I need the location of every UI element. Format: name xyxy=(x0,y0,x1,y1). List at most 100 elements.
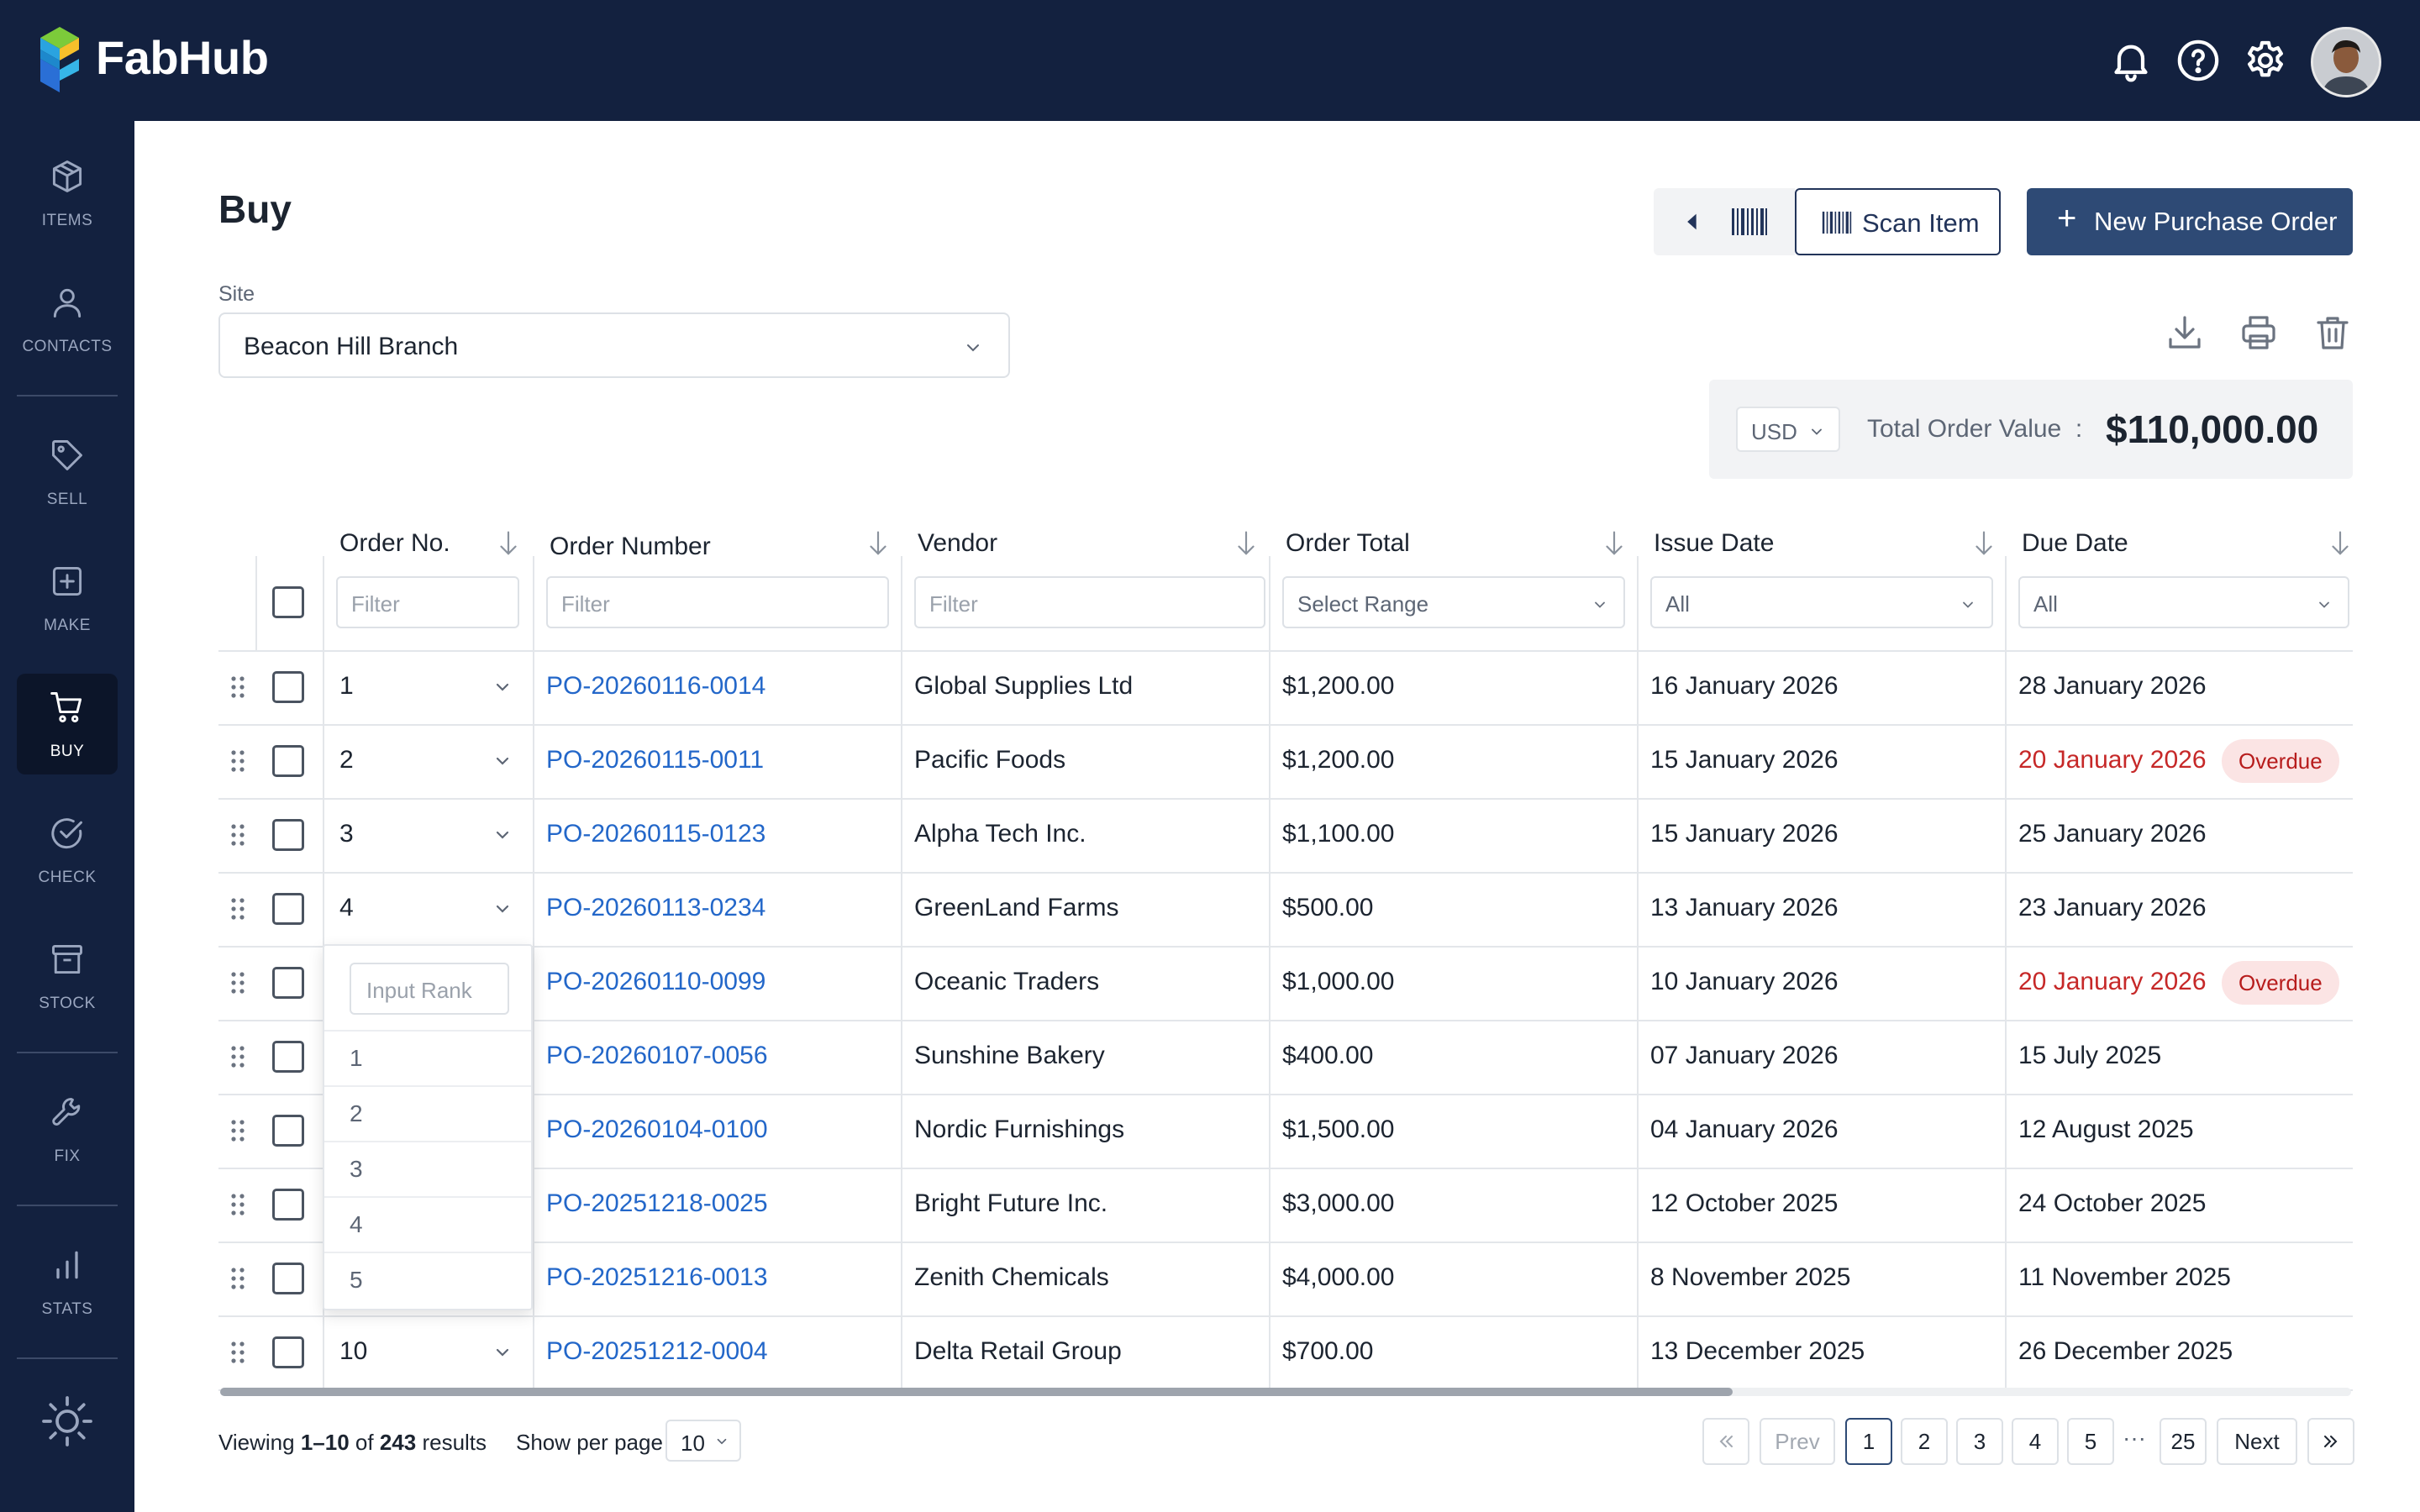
table-row[interactable]: 10 PO-20251212-0004 Delta Retail Group $700… xyxy=(218,1315,2353,1391)
sun-icon[interactable] xyxy=(40,1394,94,1448)
horizontal-scrollbar-thumb[interactable] xyxy=(220,1388,1733,1396)
po-number-link[interactable]: PO-20260116-0014 xyxy=(546,672,766,700)
rank-option[interactable]: 2 xyxy=(324,1085,531,1141)
next-page-button[interactable]: Next xyxy=(2217,1418,2297,1465)
table-row[interactable]: PO-20260107-0056 Sunshine Bakery $400.00 07… xyxy=(218,1020,2353,1095)
chevron-down-icon[interactable] xyxy=(492,677,513,697)
column-header-issue-date[interactable]: Issue Date xyxy=(1654,529,1775,557)
drag-handle-icon[interactable] xyxy=(230,1045,245,1068)
caret-left-icon[interactable] xyxy=(1681,210,1704,234)
first-page-button[interactable] xyxy=(1702,1418,1749,1465)
po-number-link[interactable]: PO-20260115-0123 xyxy=(546,820,766,848)
sidebar-item-buy[interactable]: BUY xyxy=(17,674,118,774)
po-number-link[interactable]: PO-20260113-0234 xyxy=(546,894,766,921)
po-number-link[interactable]: PO-20260107-0056 xyxy=(546,1042,768,1069)
rank-option[interactable]: 1 xyxy=(324,1030,531,1085)
row-checkbox[interactable] xyxy=(272,1263,304,1294)
po-number-link[interactable]: PO-20260110-0099 xyxy=(546,968,766,995)
drag-handle-icon[interactable] xyxy=(230,675,245,699)
vendor-filter[interactable]: Filter xyxy=(914,576,1265,628)
bell-icon[interactable] xyxy=(2107,37,2154,84)
site-select[interactable]: Beacon Hill Branch xyxy=(218,312,1010,378)
row-checkbox[interactable] xyxy=(272,1115,304,1147)
column-header-order-total[interactable]: Order Total xyxy=(1286,529,1410,557)
row-checkbox[interactable] xyxy=(272,893,304,925)
drag-handle-icon[interactable] xyxy=(230,971,245,995)
drag-handle-icon[interactable] xyxy=(230,1341,245,1364)
drag-handle-icon[interactable] xyxy=(230,897,245,921)
sidebar-item-stock[interactable]: STOCK xyxy=(17,926,118,1026)
download-icon[interactable] xyxy=(2165,312,2205,353)
table-row[interactable]: PO-20251216-0013 Zenith Chemicals $4,000.0… xyxy=(218,1242,2353,1317)
sort-arrow-icon[interactable] xyxy=(1602,529,1627,558)
sidebar-item-fix[interactable]: FIX xyxy=(17,1079,118,1179)
help-icon[interactable] xyxy=(2175,37,2222,84)
po-number-link[interactable]: PO-20260115-0011 xyxy=(546,746,765,774)
sort-arrow-icon[interactable] xyxy=(865,529,891,558)
row-checkbox[interactable] xyxy=(272,1189,304,1221)
row-checkbox[interactable] xyxy=(272,819,304,851)
rank-option[interactable]: 3 xyxy=(324,1141,531,1196)
due-date-select[interactable]: All xyxy=(2018,576,2349,628)
drag-handle-icon[interactable] xyxy=(230,1119,245,1142)
table-row[interactable]: PO-20251218-0025 Bright Future Inc. $3,000… xyxy=(218,1168,2353,1243)
brand-name[interactable]: FabHub xyxy=(96,31,269,84)
order-total-range-select[interactable]: Select Range xyxy=(1282,576,1625,628)
drag-handle-icon[interactable] xyxy=(230,823,245,847)
sort-arrow-icon[interactable] xyxy=(1234,529,1259,558)
sidebar-item-contacts[interactable]: CONTACTS xyxy=(17,269,118,370)
drag-handle-icon[interactable] xyxy=(230,1193,245,1216)
sidebar-item-make[interactable]: MAKE xyxy=(17,548,118,648)
page-button-1[interactable]: 1 xyxy=(1845,1418,1892,1465)
page-button-last[interactable]: 25 xyxy=(2160,1418,2207,1465)
chevron-down-icon[interactable] xyxy=(492,1342,513,1362)
chevron-down-icon[interactable] xyxy=(492,751,513,771)
row-checkbox[interactable] xyxy=(272,1041,304,1073)
last-page-button[interactable] xyxy=(2307,1418,2354,1465)
scan-item-button[interactable]: Scan Item xyxy=(1795,188,2001,255)
per-page-select[interactable]: 10 xyxy=(666,1420,741,1462)
table-row[interactable]: 3 PO-20260115-0123 Alpha Tech Inc. $1,100.0… xyxy=(218,798,2353,874)
row-checkbox[interactable] xyxy=(272,967,304,999)
sort-arrow-icon[interactable] xyxy=(1971,529,1996,558)
page-button-4[interactable]: 4 xyxy=(2012,1418,2059,1465)
po-number-link[interactable]: PO-20260104-0100 xyxy=(546,1116,768,1143)
fabhub-logo-icon[interactable] xyxy=(37,25,82,94)
po-number-link[interactable]: PO-20251212-0004 xyxy=(546,1337,768,1365)
rank-option[interactable]: 5 xyxy=(324,1252,531,1307)
column-header-order-no[interactable]: Order No. xyxy=(339,529,450,557)
column-header-order-number[interactable]: Order Number xyxy=(550,533,711,560)
column-header-due-date[interactable]: Due Date xyxy=(2022,529,2128,557)
sort-arrow-icon[interactable] xyxy=(2328,529,2353,558)
row-checkbox[interactable] xyxy=(272,745,304,777)
column-header-vendor[interactable]: Vendor xyxy=(918,529,998,557)
issue-date-select[interactable]: All xyxy=(1650,576,1993,628)
sidebar-item-sell[interactable]: SELL xyxy=(17,422,118,522)
order-number-filter[interactable]: Filter xyxy=(546,576,889,628)
trash-icon[interactable] xyxy=(2312,312,2353,353)
print-icon[interactable] xyxy=(2238,312,2279,353)
sort-arrow-icon[interactable] xyxy=(496,529,521,558)
table-row[interactable]: PO-20260110-0099 Oceanic Traders $1,000.00… xyxy=(218,946,2353,1021)
sidebar-item-items[interactable]: ITEMS xyxy=(17,143,118,244)
gear-icon[interactable] xyxy=(2242,37,2289,84)
row-checkbox[interactable] xyxy=(272,1336,304,1368)
new-purchase-order-button[interactable]: + New Purchase Order xyxy=(2027,188,2353,255)
rank-option[interactable]: 4 xyxy=(324,1196,531,1252)
currency-select[interactable]: USD xyxy=(1736,407,1840,452)
chevron-down-icon[interactable] xyxy=(492,899,513,919)
page-button-3[interactable]: 3 xyxy=(1956,1418,2003,1465)
drag-handle-icon[interactable] xyxy=(230,1267,245,1290)
page-button-2[interactable]: 2 xyxy=(1901,1418,1948,1465)
select-all-checkbox[interactable] xyxy=(272,586,304,618)
po-number-link[interactable]: PO-20251218-0025 xyxy=(546,1189,768,1217)
chevron-down-icon[interactable] xyxy=(492,825,513,845)
po-number-link[interactable]: PO-20251216-0013 xyxy=(546,1263,768,1291)
order-no-filter[interactable]: Filter xyxy=(336,576,519,628)
sidebar-item-check[interactable]: CHECK xyxy=(17,800,118,900)
page-button-5[interactable]: 5 xyxy=(2067,1418,2114,1465)
drag-handle-icon[interactable] xyxy=(230,749,245,773)
table-row[interactable]: PO-20260104-0100 Nordic Furnishings $1,500… xyxy=(218,1094,2353,1169)
table-row[interactable]: 2 PO-20260115-0011 Pacific Foods $1,200.00 1… xyxy=(218,724,2353,800)
sidebar-item-stats[interactable]: STATS xyxy=(17,1231,118,1332)
